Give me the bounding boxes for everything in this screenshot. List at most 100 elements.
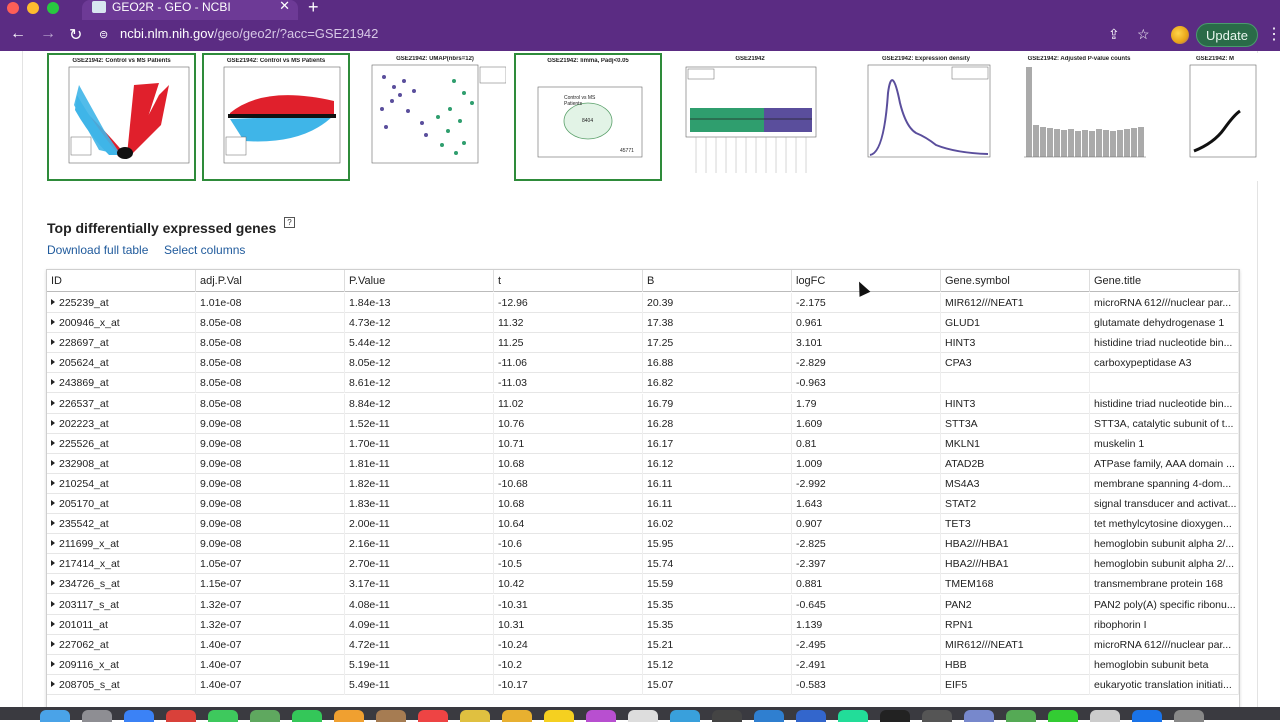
column-header-p-value[interactable]: P.Value	[345, 270, 494, 292]
dock-app-icon[interactable]	[1174, 710, 1204, 722]
table-row[interactable]: 235542_at 9.09e-08 2.00e-11 10.64 16.02 0.907…	[47, 514, 1239, 535]
dock-app-icon[interactable]	[544, 710, 574, 722]
table-row[interactable]: 225239_at 1.01e-08 1.84e-13 -12.96 20.39 -2.1…	[47, 293, 1239, 313]
dock-app-icon[interactable]	[40, 710, 70, 722]
dock-app-icon[interactable]	[376, 710, 406, 722]
pvalue-histogram-thumbnail[interactable]: GSE21942: Adjusted P-value counts	[1004, 53, 1154, 181]
browser-tab[interactable]: GEO2R - GEO - NCBI ✕	[82, 0, 298, 20]
dock-app-icon[interactable]	[82, 710, 112, 722]
table-row[interactable]: 225526_at 9.09e-08 1.70e-11 10.71 16.17 0.81 M…	[47, 433, 1239, 454]
dock-app-icon[interactable]	[1090, 710, 1120, 722]
dock-app-icon[interactable]	[712, 710, 742, 722]
dock-app-icon[interactable]	[250, 710, 280, 722]
dock-app-icon[interactable]	[964, 710, 994, 722]
update-button[interactable]: Update	[1196, 23, 1258, 47]
column-header-gene-title[interactable]: Gene.title	[1090, 270, 1239, 292]
column-header-adj-p-val[interactable]: adj.P.Val	[196, 270, 345, 292]
dock-app-icon[interactable]	[418, 710, 448, 722]
table-row[interactable]: 217414_x_at 1.05e-07 2.70e-11 -10.5 15.74 -2.…	[47, 554, 1239, 575]
back-arrow-icon[interactable]: ←	[10, 25, 26, 42]
new-tab-icon[interactable]: +	[308, 0, 319, 17]
extension-icon[interactable]	[1171, 26, 1189, 44]
expand-row-icon[interactable]	[51, 319, 55, 326]
dock-app-icon[interactable]	[502, 710, 532, 722]
ma-plot-thumbnail[interactable]: GSE21942: Control vs MS Patients	[202, 53, 350, 181]
table-row[interactable]: 243869_at 8.05e-08 8.61e-12 -11.03 16.82 -0.9…	[47, 373, 1239, 394]
expand-row-icon[interactable]	[51, 540, 55, 547]
expand-row-icon[interactable]	[51, 580, 55, 587]
dock-app-icon[interactable]	[754, 710, 784, 722]
help-icon[interactable]: ?	[284, 217, 295, 228]
expand-row-icon[interactable]	[51, 419, 55, 426]
minimize-window-icon[interactable]	[27, 2, 39, 14]
expand-row-icon[interactable]	[51, 299, 55, 305]
dock-app-icon[interactable]	[880, 710, 910, 722]
table-row[interactable]: 234726_s_at 1.15e-07 3.17e-11 10.42 15.59 0.8…	[47, 574, 1239, 595]
expand-row-icon[interactable]	[51, 439, 55, 446]
column-header-b[interactable]: B	[643, 270, 792, 292]
forward-arrow-icon[interactable]: →	[40, 25, 56, 42]
dock-app-icon[interactable]	[1006, 710, 1036, 722]
table-row[interactable]: 200946_x_at 8.05e-08 4.73e-12 11.32 17.38 0.9…	[47, 313, 1239, 334]
dock-app-icon[interactable]	[586, 710, 616, 722]
table-row[interactable]: 228697_at 8.05e-08 5.44e-12 11.25 17.25 3.101…	[47, 333, 1239, 354]
expand-row-icon[interactable]	[51, 359, 55, 366]
table-row[interactable]: 205170_at 9.09e-08 1.83e-11 10.68 16.11 1.643…	[47, 494, 1239, 514]
table-row[interactable]: 227062_at 1.40e-07 4.72e-11 -10.24 15.21 -2.4…	[47, 634, 1239, 655]
dock-app-icon[interactable]	[922, 710, 952, 722]
share-icon[interactable]: ⇪	[1108, 26, 1120, 42]
venn-diagram-thumbnail[interactable]: GSE21942: limma, Padj<0.05 Control vs MS…	[514, 53, 662, 181]
expand-row-icon[interactable]	[51, 500, 55, 506]
column-header-logfc[interactable]: logFC	[792, 270, 941, 292]
table-row[interactable]: 202223_at 9.09e-08 1.52e-11 10.76 16.28 1.609…	[47, 413, 1239, 434]
expand-row-icon[interactable]	[51, 339, 55, 346]
table-row[interactable]: 203117_s_at 1.32e-07 4.08e-11 -10.31 15.35 -0…	[47, 594, 1239, 615]
expand-row-icon[interactable]	[51, 560, 55, 567]
umap-plot-thumbnail[interactable]: GSE21942: UMAP(nbrs=12)	[364, 53, 507, 181]
reload-icon[interactable]: ↻	[69, 27, 83, 44]
dock-app-icon[interactable]	[334, 710, 364, 722]
dock-app-icon[interactable]	[460, 710, 490, 722]
dock-app-icon[interactable]	[838, 710, 868, 722]
site-info-icon[interactable]: ⊜	[99, 29, 109, 41]
column-header-id[interactable]: ID	[47, 270, 196, 292]
dock-app-icon[interactable]	[208, 710, 238, 722]
boxplot-thumbnail[interactable]: GSE21942	[676, 53, 824, 181]
dock-app-icon[interactable]	[670, 710, 700, 722]
menu-kebab-icon[interactable]: ⋮	[1266, 26, 1280, 43]
table-row[interactable]: 209116_x_at 1.40e-07 5.19e-11 -10.2 15.12 -2.…	[47, 654, 1239, 675]
expand-row-icon[interactable]	[51, 640, 55, 647]
table-row[interactable]: 211699_x_at 9.09e-08 2.16e-11 -10.6 15.95 -2.…	[47, 534, 1239, 555]
table-row[interactable]: 201011_at 1.32e-07 4.09e-11 10.31 15.35 1.139…	[47, 614, 1239, 635]
expand-row-icon[interactable]	[51, 600, 55, 607]
table-row[interactable]: 226537_at 8.05e-08 8.84e-12 11.02 16.79 1.79 H…	[47, 393, 1239, 414]
select-columns-link[interactable]: Select columns	[164, 243, 246, 257]
dock-app-icon[interactable]	[1048, 710, 1078, 722]
download-full-table-link[interactable]: Download full table	[47, 243, 149, 257]
density-plot-thumbnail[interactable]: GSE21942: Expression density	[856, 53, 996, 181]
expand-row-icon[interactable]	[51, 459, 55, 466]
bookmark-star-icon[interactable]: ☆	[1137, 26, 1150, 42]
dock-app-icon[interactable]	[124, 710, 154, 722]
dock-app-icon[interactable]	[166, 710, 196, 722]
dock-app-icon[interactable]	[292, 710, 322, 722]
expand-row-icon[interactable]	[51, 479, 55, 486]
expand-row-icon[interactable]	[51, 399, 55, 406]
table-row[interactable]: 205624_at 8.05e-08 8.05e-12 -11.06 16.88 -2.8…	[47, 353, 1239, 374]
table-row[interactable]: 232908_at 9.09e-08 1.81e-11 10.68 16.12 1.009…	[47, 453, 1239, 474]
volcano-plot-thumbnail[interactable]: GSE21942: Control vs MS Patients	[47, 53, 196, 181]
expand-row-icon[interactable]	[51, 520, 55, 527]
expand-row-icon[interactable]	[51, 620, 55, 627]
zoom-window-icon[interactable]	[47, 2, 59, 14]
expand-row-icon[interactable]	[51, 680, 55, 687]
dock-app-icon[interactable]	[628, 710, 658, 722]
column-header-gene-symbol[interactable]: Gene.symbol	[941, 270, 1090, 292]
table-row[interactable]: 210254_at 9.09e-08 1.82e-11 -10.68 16.11 -2.9…	[47, 473, 1239, 494]
address-bar[interactable]: ncbi.nlm.nih.gov/geo/geo2r/?acc=GSE21942	[120, 26, 378, 41]
dock-app-icon[interactable]	[1132, 710, 1162, 722]
tab-close-icon[interactable]: ✕	[279, 0, 290, 13]
expand-row-icon[interactable]	[51, 379, 55, 386]
expand-row-icon[interactable]	[51, 660, 55, 667]
table-row[interactable]: 208705_s_at 1.40e-07 5.49e-11 -10.17 15.07 -0…	[47, 674, 1239, 695]
close-window-icon[interactable]	[7, 2, 19, 14]
